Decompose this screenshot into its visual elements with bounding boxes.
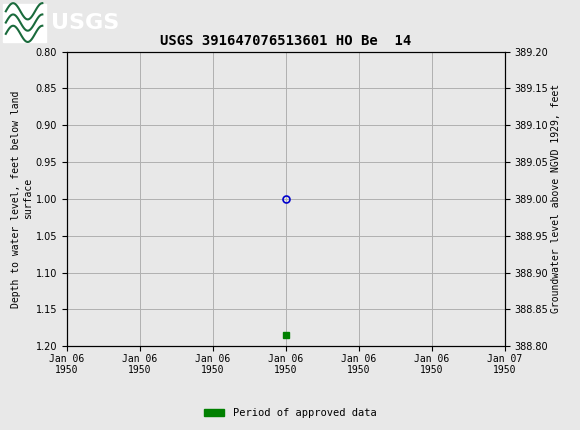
Y-axis label: Groundwater level above NGVD 1929, feet: Groundwater level above NGVD 1929, feet xyxy=(551,84,561,313)
Y-axis label: Depth to water level, feet below land
surface: Depth to water level, feet below land su… xyxy=(11,90,32,307)
Legend: Period of approved data: Period of approved data xyxy=(200,404,380,423)
FancyBboxPatch shape xyxy=(3,3,46,42)
Text: USGS: USGS xyxy=(51,12,119,33)
Title: USGS 391647076513601 HO Be  14: USGS 391647076513601 HO Be 14 xyxy=(160,34,411,48)
